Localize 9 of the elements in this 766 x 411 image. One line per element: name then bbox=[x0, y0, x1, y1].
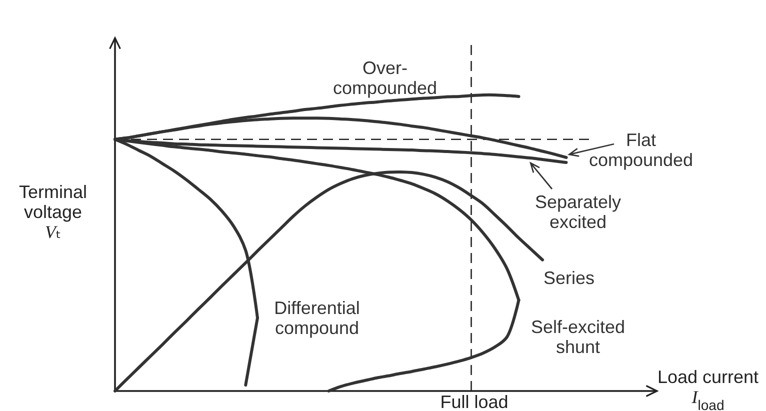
series-label: Separately excited bbox=[534, 192, 622, 232]
series-label: Self-excited shunt bbox=[530, 317, 626, 357]
x-axis-title: Load current I$_{load}$ bbox=[657, 367, 759, 411]
legend-label: Flat compounded bbox=[588, 130, 694, 170]
series-label: Series bbox=[543, 268, 595, 288]
text: Full load bbox=[440, 392, 508, 411]
y-axis-title: Terminal voltage Vₜ bbox=[18, 182, 88, 242]
series-label: Differential compound bbox=[274, 298, 360, 338]
series-label: Over-compounded bbox=[332, 58, 438, 98]
